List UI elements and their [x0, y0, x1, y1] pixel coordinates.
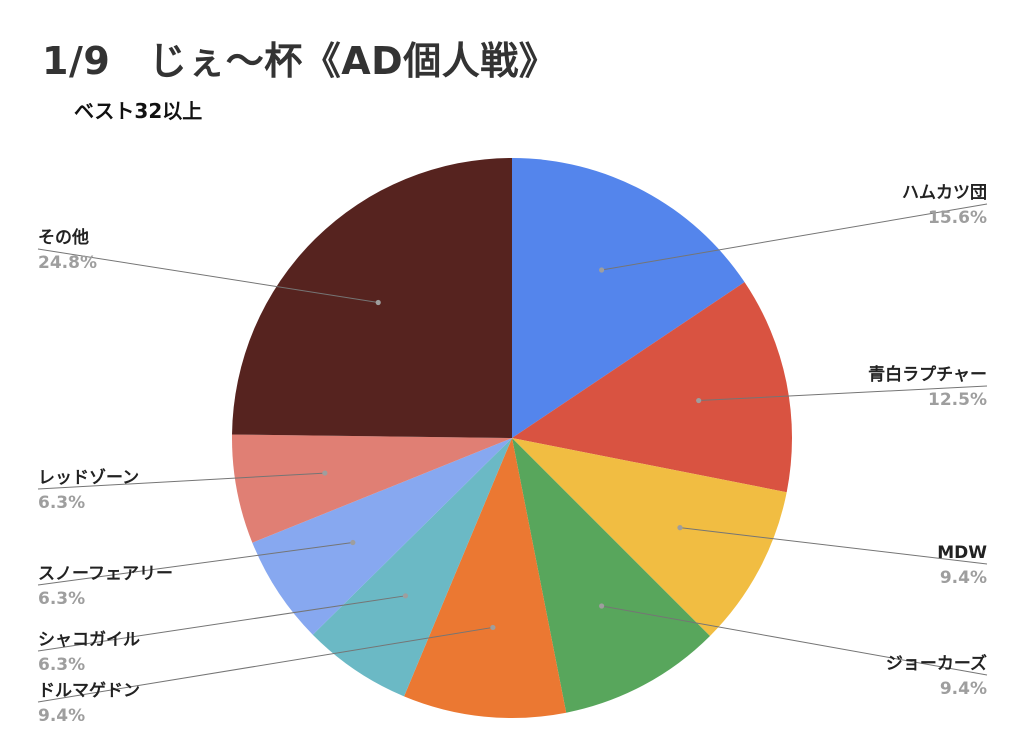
pie-slices — [231, 158, 792, 718]
pie-slice — [312, 438, 512, 697]
pie-slice — [512, 438, 787, 636]
slice-label: レッドゾーン — [38, 468, 139, 488]
slice-label: MDW — [937, 543, 987, 563]
leader-line — [601, 203, 988, 271]
chart-subtitle: ベスト32以上 — [74, 99, 203, 123]
slice-value-label: 9.4% — [940, 568, 987, 588]
pie-slice — [404, 438, 567, 718]
slice-label: 青白ラプチャー — [868, 364, 987, 385]
slice-value-label: 15.6% — [928, 208, 987, 228]
leader-line — [37, 472, 325, 490]
leader-dot — [350, 539, 356, 546]
pie-slice — [252, 438, 512, 635]
leader-dot — [375, 299, 381, 306]
pie-slice — [512, 282, 792, 493]
slice-value-label: 24.8% — [38, 253, 97, 273]
leader-line — [679, 527, 988, 565]
slice-value-label: 12.5% — [928, 390, 987, 410]
leader-dot — [490, 624, 496, 631]
leader-dot — [599, 267, 605, 273]
leader-dot — [599, 603, 605, 609]
leader-line — [37, 595, 406, 652]
leader-line — [37, 248, 379, 304]
slice-value-label: 6.3% — [38, 493, 85, 513]
pie-slice — [232, 158, 513, 438]
chart-title: 1/9 じぇ〜杯《AD個人戦》 — [42, 39, 558, 83]
slice-value-label: 6.3% — [38, 655, 85, 675]
leader-dot — [322, 470, 328, 476]
slice-label: ハムカツ団 — [902, 183, 987, 203]
leader-dot — [677, 525, 683, 531]
leader-line — [37, 542, 353, 586]
slice-label: ドルマゲドン — [38, 680, 140, 701]
pie-slice — [512, 158, 745, 438]
slice-value-label: 6.3% — [38, 589, 85, 609]
leader-dot — [696, 397, 702, 404]
slice-label: シャコガイル — [38, 630, 140, 650]
leader-dot — [402, 593, 409, 599]
leader-line — [37, 626, 493, 703]
leader-line — [698, 385, 988, 402]
slice-label: ジョーカーズ — [886, 653, 987, 674]
slice-label: スノーフェアリー — [38, 564, 173, 584]
slice-value-label: 9.4% — [38, 706, 85, 726]
pie-slice — [231, 434, 512, 543]
slice-label: その他 — [38, 227, 89, 248]
pie-slice — [512, 438, 710, 713]
leader-line — [601, 605, 988, 676]
slice-labels: ハムカツ団 15.6% 青白ラプチャー 12.5% MDW 9.4% ジョーカーズ 9.4% ド… — [37, 183, 988, 726]
slice-value-label: 9.4% — [940, 679, 987, 699]
